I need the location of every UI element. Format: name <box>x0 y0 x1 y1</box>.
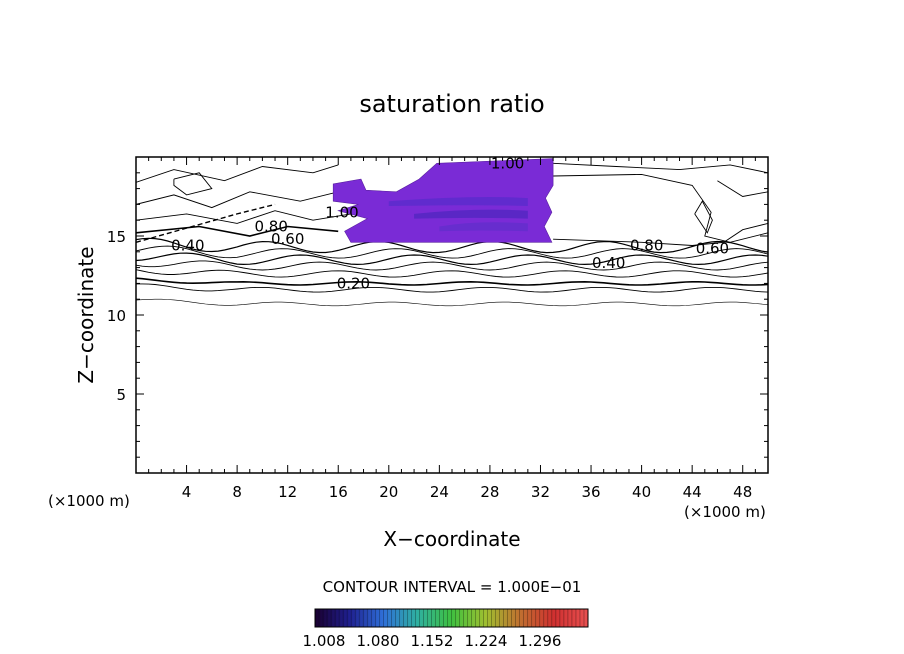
contour-line-2 <box>136 277 768 286</box>
x-unit-left: (×1000 m) <box>48 492 130 510</box>
contour-right-1 <box>553 173 768 243</box>
contour-right-2 <box>717 180 768 197</box>
region-streak-2 <box>439 222 528 232</box>
x-tick-label: 32 <box>531 483 550 501</box>
contour-line-5 <box>136 252 768 266</box>
contour-right-4 <box>553 222 768 246</box>
contour-label-0: 1.00 <box>491 154 524 172</box>
x-tick-label: 24 <box>430 483 449 501</box>
contour-label-1: 1.00 <box>325 203 358 221</box>
contour-line-4 <box>136 260 768 271</box>
x-tick-label: 4 <box>182 483 192 501</box>
contour-upper-left-0 <box>136 164 339 183</box>
contour-right-3 <box>694 200 713 234</box>
contour-upper-left-2 <box>136 210 351 224</box>
x-tick-label: 36 <box>581 483 600 501</box>
y-tick-label: 5 <box>116 386 126 404</box>
x-tick-label: 48 <box>733 483 752 501</box>
y-tick-label: 15 <box>107 228 126 246</box>
colorbar-tick-label: 1.008 <box>303 632 346 650</box>
chart-title: saturation ratio <box>359 90 544 118</box>
contour-right-0 <box>553 162 768 174</box>
contour-line-0 <box>136 298 768 307</box>
contour-label-4: 0.40 <box>171 237 204 255</box>
x-tick-label: 40 <box>632 483 651 501</box>
contour-labels: 1.001.000.800.600.400.200.80 0.600.40 <box>171 154 729 292</box>
y-axis: 5 10 15 <box>107 172 768 458</box>
colorbar-ticks: 1.008 1.080 1.152 1.224 1.296 <box>303 632 562 650</box>
contour-label-7: 0.60 <box>696 240 729 258</box>
contour-label-8: 0.40 <box>592 254 625 272</box>
y-tick-label: 10 <box>107 307 126 325</box>
contour-upper-left-4 <box>173 172 213 196</box>
colorbar-stripes <box>318 609 585 627</box>
x-unit-right: (×1000 m) <box>684 503 766 521</box>
x-tick-label: 44 <box>683 483 702 501</box>
contour-interval: CONTOUR INTERVAL = 1.000E−01 <box>323 578 582 596</box>
contour-field <box>136 158 768 307</box>
colorbar-tick-label: 1.152 <box>411 632 454 650</box>
contour-line-3 <box>136 269 768 278</box>
colorbar-tick-label: 1.224 <box>465 632 508 650</box>
colorbar-tick-label: 1.296 <box>519 632 562 650</box>
x-tick-label: 28 <box>480 483 499 501</box>
contour-label-3: 0.60 <box>271 230 304 248</box>
colorbar-tick-label: 1.080 <box>357 632 400 650</box>
contour-upper-left-3 <box>136 225 339 237</box>
contour-line-7 <box>136 237 768 254</box>
region-streak-0 <box>388 197 528 206</box>
x-axis-label: X−coordinate <box>383 527 520 551</box>
contour-label-6: 0.80 <box>630 237 663 255</box>
contour-label-2: 0.80 <box>254 218 287 236</box>
x-tick-label: 16 <box>329 483 348 501</box>
x-tick-label: 8 <box>232 483 242 501</box>
region-streak-1 <box>414 209 528 219</box>
contour-label-5: 0.20 <box>337 274 370 292</box>
contour-line-1 <box>136 283 768 293</box>
contour-dashed <box>136 203 276 243</box>
x-tick-label: 20 <box>379 483 398 501</box>
x-tick-label: 12 <box>278 483 297 501</box>
y-axis-label: Z−coordinate <box>74 246 98 383</box>
contour-line-6 <box>136 245 768 259</box>
x-axis: 4 8 12 16 20 24 28 32 36 40 44 48 <box>148 157 756 501</box>
